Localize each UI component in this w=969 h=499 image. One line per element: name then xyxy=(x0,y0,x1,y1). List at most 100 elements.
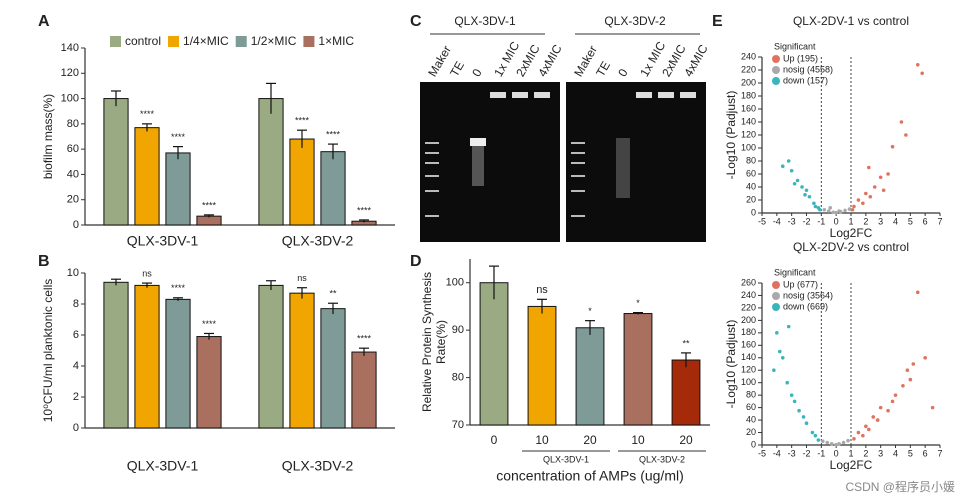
y-tick-label: 60 xyxy=(67,143,79,155)
bar xyxy=(289,292,315,429)
point xyxy=(911,362,916,366)
x-tick-label: -5 xyxy=(758,448,766,458)
y-tick-label: 160 xyxy=(741,103,756,113)
significance: **** xyxy=(357,205,372,215)
bar xyxy=(320,151,346,226)
point xyxy=(861,433,865,438)
legend-title: Significant xyxy=(774,41,816,51)
y-tick-label: 2 xyxy=(73,391,79,403)
y-tick-label: 90 xyxy=(452,324,464,336)
legend-label: down (669) xyxy=(783,301,828,311)
gel-bands xyxy=(425,92,696,217)
point xyxy=(816,206,821,210)
x-tick-label: QLX-3DV-2 xyxy=(282,233,354,249)
point xyxy=(813,204,818,209)
watermark: CSDN @程序员小媛 xyxy=(845,479,955,494)
point xyxy=(837,441,841,446)
y-tick-label: 0 xyxy=(73,219,79,231)
legend-marker xyxy=(772,77,780,85)
point xyxy=(864,191,868,196)
point xyxy=(780,355,785,360)
x-tick-label: 7 xyxy=(937,448,942,458)
x-tick-label: QLX-3DV-1 xyxy=(127,233,199,249)
x-tick-label: QLX-3DV-1 xyxy=(127,458,199,474)
y-tick-label: 40 xyxy=(67,168,79,180)
significance: **** xyxy=(140,109,155,119)
y-axis-label: Relative Protein Synthesis xyxy=(420,272,434,412)
gel-image xyxy=(420,82,706,242)
y-tick-label: 240 xyxy=(741,51,756,61)
x-tick-label: 10 xyxy=(535,433,549,447)
y-tick-label: 180 xyxy=(741,327,756,337)
x-tick-label: 1 xyxy=(848,216,853,226)
lane-label: 0 xyxy=(469,66,485,79)
point xyxy=(847,207,852,211)
panel-letter: D xyxy=(410,253,422,270)
lane-label: TE xyxy=(447,59,467,79)
point xyxy=(856,198,861,202)
legend-swatch xyxy=(110,36,121,47)
bar xyxy=(479,282,509,426)
point xyxy=(920,71,924,76)
legend-marker xyxy=(772,292,780,300)
y-tick-label: 0 xyxy=(751,439,756,449)
point xyxy=(861,201,865,206)
y-tick-label: 80 xyxy=(452,371,464,383)
point xyxy=(792,399,797,404)
point xyxy=(810,430,815,435)
bar xyxy=(103,281,129,429)
bar xyxy=(527,305,557,426)
bar xyxy=(623,313,653,426)
x-tick-label: 20 xyxy=(679,433,693,447)
y-axis-label: biofilm mass(%) xyxy=(41,94,55,179)
x-tick-label: 6 xyxy=(923,448,928,458)
lane-label: TE xyxy=(593,59,613,79)
panel-letter: B xyxy=(38,253,50,270)
x-axis-label: concentration of AMPs (ug/ml) xyxy=(496,468,684,484)
point xyxy=(792,181,797,186)
y-tick-label: 260 xyxy=(741,277,756,287)
significance: **** xyxy=(171,283,186,293)
point xyxy=(886,172,890,176)
point xyxy=(908,377,913,382)
y-tick-label: 40 xyxy=(746,414,756,424)
x-tick-label: -2 xyxy=(802,448,810,458)
bar xyxy=(671,359,701,426)
x-tick-label: -3 xyxy=(788,448,796,458)
y-tick-label: 200 xyxy=(741,315,756,325)
bar xyxy=(320,308,346,429)
y-tick-label: 60 xyxy=(746,402,756,412)
point xyxy=(786,159,791,163)
y-tick-label: 140 xyxy=(61,42,79,54)
legend-label: control xyxy=(125,34,161,48)
bar xyxy=(258,284,284,429)
legend-label: nosig (3564) xyxy=(783,290,833,300)
point xyxy=(852,204,856,209)
point xyxy=(825,440,830,445)
y-tick-label: 140 xyxy=(741,352,756,362)
point xyxy=(864,424,868,429)
significance: **** xyxy=(295,116,310,126)
legend-marker xyxy=(772,303,780,311)
significance: ns xyxy=(297,273,307,283)
significance: ** xyxy=(682,338,690,348)
point xyxy=(850,207,855,212)
point xyxy=(846,438,850,443)
y-tick-label: 240 xyxy=(741,290,756,300)
x-axis-label: Log2FC xyxy=(830,458,873,472)
point xyxy=(803,193,807,197)
legend-swatch xyxy=(168,36,180,47)
point xyxy=(838,209,843,214)
point xyxy=(886,408,890,413)
gel-title: QLX-3DV-2 xyxy=(604,14,666,28)
significance: **** xyxy=(202,319,217,329)
legend-swatch xyxy=(303,36,315,47)
x-tick-label: 5 xyxy=(908,448,913,458)
significance: ** xyxy=(329,289,337,299)
y-tick-label: 100 xyxy=(741,377,756,387)
y-tick-label: 120 xyxy=(741,129,756,139)
y-tick-label: 20 xyxy=(746,194,756,204)
point xyxy=(804,421,809,425)
x-tick-label: 10 xyxy=(631,433,645,447)
point xyxy=(834,210,838,215)
